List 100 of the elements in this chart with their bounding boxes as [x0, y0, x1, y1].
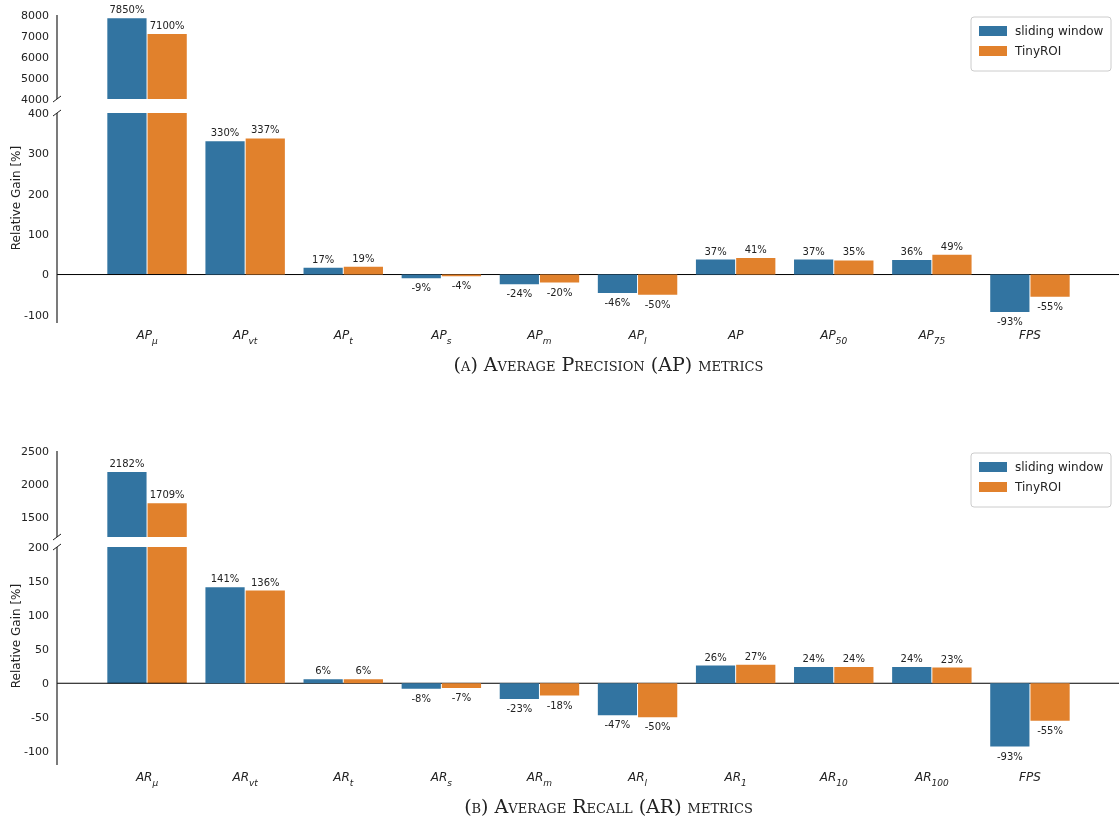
bar [205, 587, 245, 684]
data-label: -93% [996, 750, 1023, 762]
data-label: 41% [744, 243, 767, 255]
bar [932, 254, 972, 275]
y-axis-title: Relative Gain [%] [9, 583, 23, 689]
data-label: 24% [842, 652, 865, 664]
bar [892, 260, 932, 275]
data-label: -55% [1037, 300, 1063, 312]
data-label: -9% [411, 282, 431, 294]
bar [499, 274, 539, 285]
data-label: -4% [451, 280, 472, 292]
y-tick-label: 50 [35, 643, 49, 657]
data-label: -50% [644, 721, 671, 733]
x-tick-label: AP$_{s}$ [430, 328, 452, 346]
x-tick-label: AP$_{vt}$ [231, 328, 258, 346]
data-label: 19% [352, 252, 375, 264]
data-label: -7% [451, 692, 472, 704]
text: (b) Average Recall (AR) metrics [464, 795, 753, 817]
data-label: 35% [842, 246, 865, 258]
legend-label: sliding window [1015, 460, 1104, 475]
y-tick-label: 200 [28, 187, 49, 201]
data-label: 1709% [149, 489, 185, 501]
text: (a) Average Precision (AP) metrics [453, 353, 764, 375]
data-label: 141% [210, 573, 240, 585]
data-label: 24% [802, 652, 825, 664]
data-label: -24% [506, 288, 533, 300]
data-label: -18% [546, 699, 573, 711]
data-label: 37% [704, 245, 727, 257]
y-tick-label: 150 [28, 574, 49, 588]
bar [1030, 683, 1070, 721]
y-tick-label: 100 [28, 608, 49, 622]
legend-label: TinyROI [1014, 480, 1062, 495]
data-label: 37% [802, 245, 825, 257]
data-label: -50% [644, 298, 671, 310]
x-tick-label: AR$_{10}$ [818, 770, 849, 788]
x-tick-label: AR$_{l}$ [627, 770, 648, 788]
x-tick-label: AP$_{t}$ [332, 328, 354, 346]
y-tick-label: 2000 [21, 477, 49, 491]
x-tick-label: AR$_{μ}$ [134, 770, 159, 788]
y-tick-label: 400 [28, 106, 49, 120]
data-label: 24% [900, 652, 923, 664]
data-label: 23% [940, 653, 964, 665]
bar [990, 683, 1030, 747]
legend-label: sliding window [1015, 24, 1104, 39]
y-tick-label: 300 [28, 147, 49, 161]
bar [597, 274, 638, 294]
data-label: 7850% [109, 4, 145, 16]
y-tick-label: 1500 [21, 511, 49, 524]
x-tick-label: AP$_{m}$ [526, 328, 552, 346]
y-tick-label: -100 [24, 745, 49, 759]
data-label: 36% [900, 246, 923, 257]
bar [638, 274, 678, 295]
data-label: 26% [704, 651, 727, 663]
data-label: -23% [506, 702, 533, 714]
y-tick-label: 6000 [21, 50, 49, 64]
bar [597, 683, 638, 716]
bar [343, 679, 383, 684]
x-tick-label: AP$_{50}$ [819, 328, 848, 346]
data-label: -47% [604, 719, 631, 731]
bar [1030, 274, 1070, 297]
y-tick-label: -100 [24, 308, 49, 322]
data-label: -20% [546, 286, 573, 298]
bar [401, 683, 441, 689]
bar [303, 679, 343, 684]
bar [441, 683, 482, 689]
bar [499, 683, 539, 699]
data-label: -93% [996, 316, 1023, 328]
x-tick-label: AP$_{75}$ [917, 328, 946, 346]
legend-label: TinyROI [1014, 44, 1062, 59]
bar [990, 274, 1030, 313]
data-label: 7100% [149, 19, 185, 31]
y-tick-label: 2500 [21, 444, 49, 458]
bar [343, 266, 383, 275]
data-label: -8% [411, 692, 431, 704]
bar [736, 257, 776, 275]
y-tick-label: 0 [42, 677, 49, 691]
bar [638, 683, 678, 718]
y-tick-label: 100 [28, 228, 49, 241]
data-label: 136% [250, 576, 280, 588]
bar [932, 667, 972, 684]
x-tick-label: AR$_{t}$ [332, 770, 354, 788]
y-tick-label: 5000 [21, 71, 49, 85]
bar [303, 267, 343, 275]
y-axis-title: Relative Gain [%] [9, 145, 23, 251]
bar [205, 141, 245, 275]
bar [794, 259, 834, 275]
y-tick-label: 7000 [21, 29, 49, 43]
y-tick-label: 8000 [21, 8, 49, 22]
data-label: -55% [1037, 724, 1063, 736]
bar [539, 683, 580, 696]
x-tick-label: AP$_{l}$ [627, 328, 648, 346]
x-tick-label: AR$_{s}$ [429, 770, 453, 788]
data-label: -46% [604, 297, 631, 309]
bar [539, 274, 580, 283]
bar [794, 666, 834, 684]
bar [892, 666, 932, 684]
bar [245, 138, 285, 275]
x-tick-label: AP$_{μ}$ [135, 328, 158, 346]
x-tick-label: FPS [1019, 770, 1042, 784]
data-label: 6% [355, 665, 372, 677]
